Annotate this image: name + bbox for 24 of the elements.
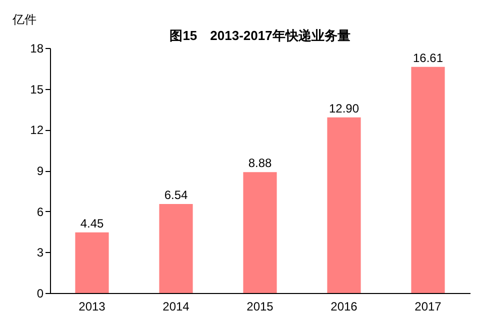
- data-label: 8.88: [248, 156, 272, 170]
- y-tick-label: 12: [30, 123, 44, 138]
- chart-title: 图15 2013-2017年快递业务量: [170, 28, 350, 43]
- y-tick-label: 0: [36, 286, 44, 300]
- x-tick-label: 2017: [414, 300, 442, 314]
- y-axis-title: 亿件: [12, 12, 36, 26]
- y-tick-label: 9: [36, 164, 44, 178]
- data-label: 4.45: [80, 216, 104, 230]
- bar: [327, 117, 361, 293]
- bar: [159, 204, 193, 293]
- bar: [75, 232, 109, 293]
- y-tick-label: 15: [30, 82, 44, 96]
- y-tick-label: 3: [36, 246, 44, 260]
- y-tick-label: 6: [36, 204, 44, 219]
- x-tick-label: 2013: [78, 300, 106, 314]
- data-label: 6.54: [164, 188, 188, 202]
- x-tick-label: 2015: [246, 300, 274, 314]
- y-tick-label: 18: [30, 42, 44, 56]
- bar: [411, 66, 445, 293]
- bar: [243, 172, 277, 293]
- x-tick-label: 2016: [330, 300, 358, 314]
- data-label: 16.61: [412, 50, 444, 65]
- data-label: 12.90: [328, 101, 360, 116]
- x-tick-label: 2014: [162, 300, 190, 314]
